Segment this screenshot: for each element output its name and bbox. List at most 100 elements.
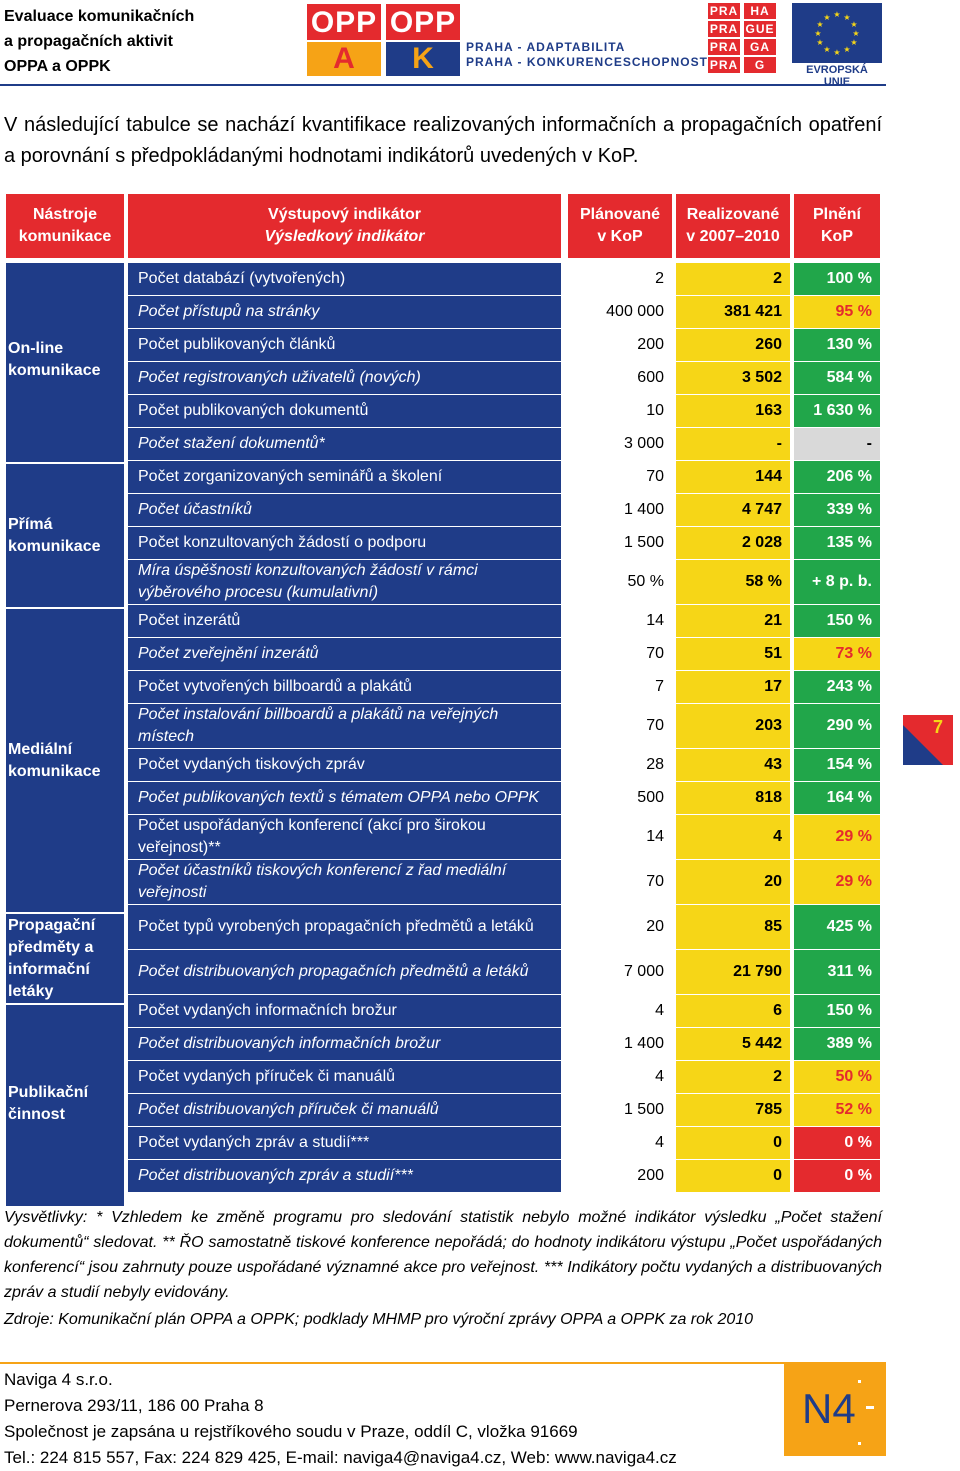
row-divider — [128, 604, 880, 605]
row-divider — [128, 1060, 880, 1061]
indicator-text: Počet inzerátů — [138, 612, 241, 629]
document-title: Evaluace komunikačních a propagačních ak… — [4, 4, 194, 79]
planned-value-cell: 14 — [568, 815, 672, 859]
fulfilment-cell: 95 % — [794, 296, 880, 328]
row-divider — [128, 559, 880, 560]
indicator-cell: Počet distribuovaných příruček či manuál… — [128, 1094, 561, 1126]
category-line: komunikace — [8, 362, 101, 379]
planned-value-cell: 7 000 — [568, 950, 672, 994]
realized-value-cell: 3 502 — [676, 362, 790, 394]
indicator-text: Počet publikovaných článků — [138, 336, 336, 353]
logo-dash-icon — [866, 1406, 874, 1409]
fulfilment-cell: 1 630 % — [794, 395, 880, 427]
planned-value-cell: 4 — [568, 1061, 672, 1093]
planned-value-cell: 200 — [568, 329, 672, 361]
row-divider — [128, 361, 880, 362]
category-line: Publikační — [8, 1084, 89, 1101]
indicator-cell: Počet zveřejnění inzerátů — [128, 638, 561, 670]
fulfilment-cell: 0 % — [794, 1127, 880, 1159]
realized-value-cell: 163 — [676, 395, 790, 427]
indicator-cell: Počet uspořádaných konferencí (akcí pro … — [128, 815, 561, 859]
planned-value-cell: 1 500 — [568, 1094, 672, 1126]
title-line-2: a propagačních aktivit — [4, 33, 173, 50]
svg-text:★: ★ — [850, 20, 857, 29]
indicator-cell: Počet databází (vytvořených) — [128, 263, 561, 295]
realized-value-cell: 0 — [676, 1160, 790, 1192]
indicator-text: Počet zveřejnění inzerátů — [138, 645, 319, 662]
fulfilment-cell: 425 % — [794, 905, 880, 949]
planned-value-cell: 70 — [568, 860, 672, 904]
header-indicator-line-2: Výsledkový indikátor — [264, 228, 425, 245]
category-line: Přímá — [8, 516, 53, 533]
category-divider — [6, 912, 124, 914]
svg-text:★: ★ — [852, 29, 859, 38]
indicator-cell: Počet stažení dokumentů* — [128, 428, 561, 460]
planned-value-cell: 7 — [568, 671, 672, 703]
category-promo: Propagační předměty a informační letáky — [8, 915, 95, 1003]
fulfilment-cell: + 8 p. b. — [794, 560, 880, 604]
category-divider — [6, 607, 124, 609]
realized-value-cell: 58 % — [676, 560, 790, 604]
footer-registry: Společnost je zapsána u rejstříkového so… — [4, 1422, 578, 1441]
svg-text:★: ★ — [816, 38, 823, 47]
indicator-cell: Počet přístupů na stránky — [128, 296, 561, 328]
indicator-text: Počet vytvořených billboardů a plakátů — [138, 678, 412, 695]
realized-value-cell: 818 — [676, 782, 790, 814]
realized-value-cell: 85 — [676, 905, 790, 949]
planned-value-cell: 70 — [568, 638, 672, 670]
svg-text:★: ★ — [843, 45, 850, 54]
planned-value-cell: 4 — [568, 995, 672, 1027]
row-divider — [128, 949, 880, 950]
fulfilment-cell: 290 % — [794, 704, 880, 748]
row-divider — [128, 1159, 880, 1160]
praha-line-2: PRAHA - KONKURENCESCHOPNOST — [466, 55, 708, 69]
row-divider — [128, 493, 880, 494]
indicator-cell: Počet vydaných příruček či manuálů — [128, 1061, 561, 1093]
header-planned-line-2: v KoP — [597, 228, 643, 245]
svg-text:★: ★ — [843, 13, 850, 22]
indicator-cell: Počet distribuovaných informačních brožu… — [128, 1028, 561, 1060]
realized-value-cell: 381 421 — [676, 296, 790, 328]
planned-value-cell: 2 — [568, 263, 672, 295]
indicator-text: Počet zorganizovaných seminářů a školení — [138, 468, 443, 485]
svg-text:★: ★ — [833, 48, 840, 57]
indicator-text: Míra úspěšnosti konzultovaných žádostí v… — [138, 562, 478, 579]
oppk-logo: OPP K — [386, 4, 460, 76]
row-divider — [128, 859, 880, 860]
indicator-cell: Počet vytvořených billboardů a plakátů — [128, 671, 561, 703]
realized-value-cell: 21 — [676, 605, 790, 637]
indicator-text: Počet publikovaných dokumentů — [138, 402, 369, 419]
prague-cell: HA — [744, 3, 776, 19]
header-tools-line-1: Nástroje — [32, 206, 97, 223]
row-divider — [128, 460, 880, 461]
prague-city-logo: PRA HA PRA GUE PRA GA PRA G — [708, 3, 778, 73]
indicator-text: Počet distribuovaných zpráv a studií*** — [138, 1167, 413, 1184]
header-realized: Realizované v 2007–2010 — [676, 194, 790, 258]
fulfilment-cell: 73 % — [794, 638, 880, 670]
fulfilment-cell: 339 % — [794, 494, 880, 526]
row-divider — [128, 904, 880, 905]
fulfilment-cell: 164 % — [794, 782, 880, 814]
oppa-logo: OPP A — [307, 4, 381, 76]
category-online: On-line komunikace — [8, 338, 100, 382]
fulfilment-cell: 50 % — [794, 1061, 880, 1093]
svg-text:★: ★ — [833, 10, 840, 19]
realized-value-cell: 4 747 — [676, 494, 790, 526]
category-direct: Přímá komunikace — [8, 514, 100, 558]
praha-programme-logo-text: PRAHA - ADAPTABILITA PRAHA - KONKURENCES… — [466, 40, 708, 70]
realized-value-cell: 21 790 — [676, 950, 790, 994]
realized-value-cell: - — [676, 428, 790, 460]
indicator-cell: Počet instalování billboardů a plakátů n… — [128, 704, 561, 748]
category-line: předměty a — [8, 939, 94, 956]
planned-value-cell: 1 500 — [568, 527, 672, 559]
header-planned-line-1: Plánované — [579, 206, 661, 223]
planned-value-cell: 3 000 — [568, 428, 672, 460]
prague-cell: GA — [744, 39, 776, 55]
svg-text:★: ★ — [823, 45, 830, 54]
footer-contact: Tel.: 224 815 557, Fax: 224 829 425, E-m… — [4, 1448, 677, 1467]
fulfilment-cell: 206 % — [794, 461, 880, 493]
fulfilment-cell: 0 % — [794, 1160, 880, 1192]
realized-value-cell: 0 — [676, 1127, 790, 1159]
row-divider — [128, 994, 880, 995]
category-divider — [6, 462, 124, 464]
